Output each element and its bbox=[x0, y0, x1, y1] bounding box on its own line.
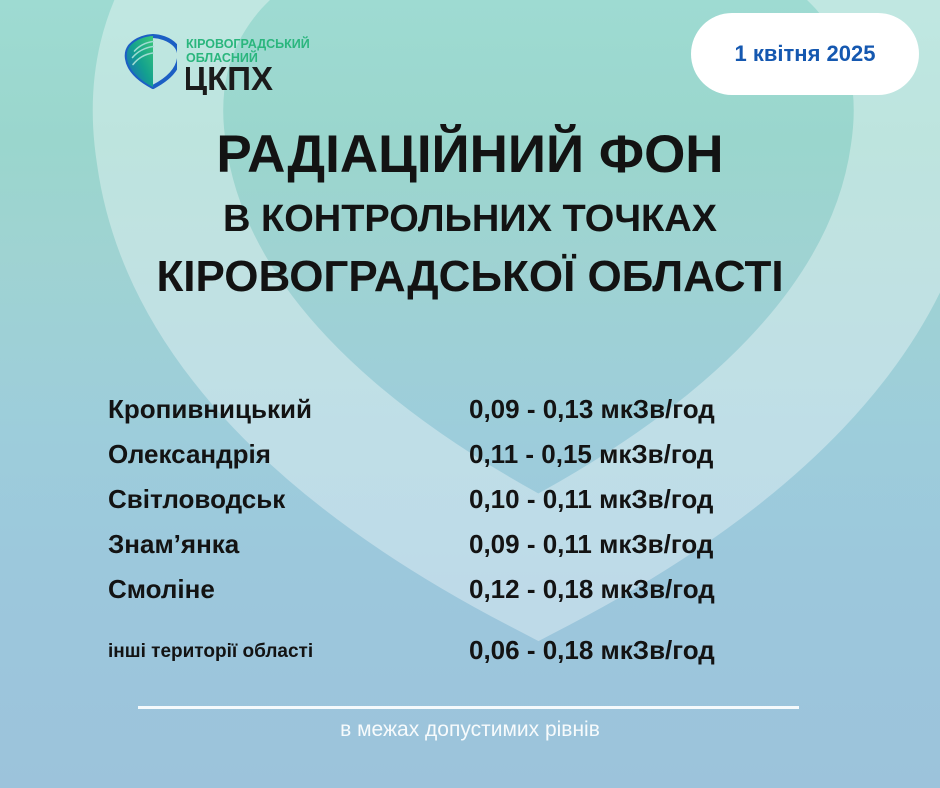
svg-text:ЦКПХ: ЦКПХ bbox=[186, 60, 273, 95]
svg-text:КІРОВОГРАДСЬКИЙ: КІРОВОГРАДСЬКИЙ bbox=[186, 36, 310, 51]
